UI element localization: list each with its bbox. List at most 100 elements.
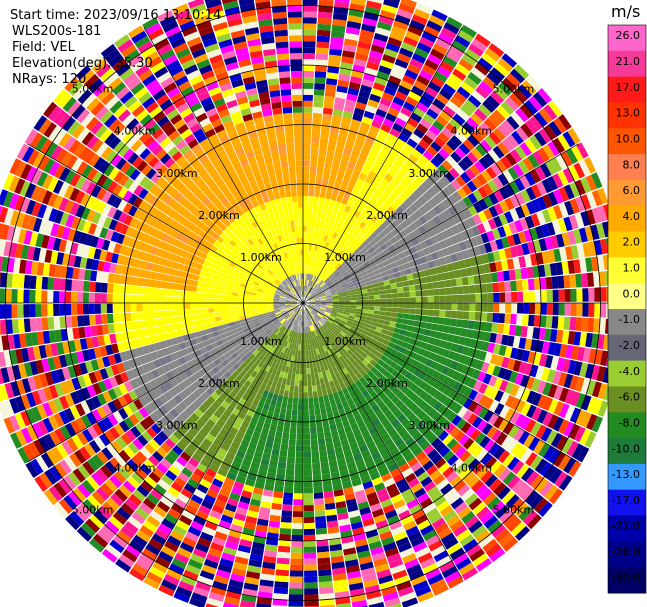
velocity-gate — [418, 327, 426, 335]
velocity-gate — [317, 334, 322, 341]
velocity-gate — [558, 289, 565, 302]
velocity-gate — [414, 396, 424, 406]
velocity-gate — [358, 90, 371, 99]
velocity-gate — [452, 261, 460, 271]
velocity-gate — [303, 338, 306, 345]
velocity-gate — [465, 425, 477, 438]
velocity-gate — [371, 451, 382, 461]
velocity-gate — [432, 215, 442, 226]
velocity-gate — [469, 303, 476, 312]
velocity-gate — [318, 149, 327, 156]
velocity-gate — [360, 512, 373, 522]
velocity-gate — [124, 312, 132, 322]
velocity-gate — [544, 484, 559, 501]
velocity-gate — [413, 80, 427, 92]
velocity-gate — [552, 173, 564, 189]
velocity-gate — [553, 117, 567, 134]
velocity-gate — [348, 363, 356, 371]
velocity-gate — [596, 366, 606, 382]
velocity-gate — [433, 288, 440, 296]
velocity-gate — [364, 67, 378, 77]
velocity-gate — [410, 574, 427, 586]
velocity-gate — [303, 207, 308, 214]
velocity-gate — [436, 500, 450, 512]
velocity-gate — [314, 316, 319, 322]
velocity-gate — [313, 307, 320, 311]
velocity-gate — [303, 404, 309, 411]
velocity-gate — [338, 303, 345, 305]
velocity-gate — [385, 252, 393, 260]
velocity-gate — [289, 582, 303, 589]
velocity-gate — [456, 286, 464, 295]
velocity-gate — [388, 341, 396, 349]
velocity-gate — [303, 285, 305, 292]
velocity-gate — [591, 416, 603, 433]
velocity-gate — [359, 332, 367, 339]
velocity-gate — [343, 191, 351, 200]
velocity-gate — [363, 455, 374, 464]
velocity-gate — [398, 509, 411, 520]
velocity-gate — [343, 218, 351, 226]
velocity-gate — [515, 107, 529, 123]
velocity-gate — [35, 276, 43, 290]
velocity-gate — [310, 439, 318, 446]
velocity-gate — [410, 112, 423, 123]
velocity-gate — [83, 315, 90, 326]
velocity-gate — [426, 187, 437, 198]
velocity-gate — [284, 384, 290, 392]
velocity-gate — [367, 130, 378, 140]
velocity-gate — [373, 514, 387, 524]
velocity-gate — [440, 264, 449, 273]
velocity-gate — [346, 332, 353, 338]
velocity-gate — [502, 324, 511, 335]
velocity-gate — [486, 363, 496, 375]
velocity-gate — [368, 540, 383, 550]
velocity-gate — [464, 493, 479, 506]
velocity-gate — [438, 393, 448, 404]
velocity-gate — [462, 311, 470, 320]
velocity-gate — [321, 325, 327, 331]
velocity-gate — [327, 264, 333, 271]
velocity-gate — [308, 303, 315, 305]
velocity-gate — [365, 335, 372, 342]
velocity-gate — [450, 253, 458, 263]
velocity-gate — [366, 440, 376, 450]
velocity-gate — [65, 304, 72, 316]
velocity-gate — [317, 209, 323, 216]
velocity-gate — [143, 319, 151, 329]
velocity-gate — [358, 279, 366, 285]
velocity-gate — [304, 308, 307, 315]
velocity-gate — [392, 241, 401, 250]
velocity-gate — [440, 483, 453, 495]
velocity-gate — [339, 67, 352, 76]
velocity-gate — [391, 307, 399, 313]
velocity-gate — [410, 297, 417, 303]
velocity-gate — [343, 311, 350, 316]
velocity-gate — [427, 289, 434, 296]
velocity-gate — [397, 313, 404, 319]
velocity-gate — [393, 531, 408, 542]
velocity-gate — [317, 161, 325, 168]
velocity-gate — [547, 342, 556, 356]
velocity-gate — [319, 449, 328, 457]
velocity-gate — [341, 238, 349, 246]
velocity-gate — [475, 303, 482, 312]
velocity-gate — [173, 276, 181, 284]
velocity-gate — [320, 274, 326, 280]
velocity-gate — [520, 402, 532, 416]
velocity-gate — [291, 528, 303, 536]
velocity-gate — [219, 299, 226, 303]
velocity-gate — [296, 433, 303, 440]
velocity-gate — [303, 29, 317, 36]
velocity-gate — [372, 314, 380, 319]
velocity-gate — [348, 207, 357, 216]
velocity-gate — [317, 312, 323, 317]
velocity-gate — [425, 507, 440, 519]
velocity-gate — [313, 323, 318, 330]
velocity-gate — [289, 385, 295, 392]
velocity-gate — [463, 386, 473, 398]
velocity-gate — [493, 215, 503, 228]
velocity-gate — [336, 334, 343, 341]
velocity-gate — [409, 291, 416, 297]
velocity-gate — [303, 505, 314, 512]
